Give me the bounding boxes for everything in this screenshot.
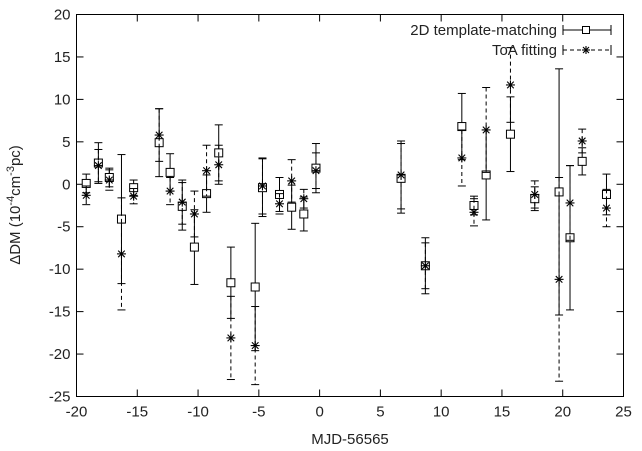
x-tick-label: 10 xyxy=(433,404,450,421)
y-tick-label: 20 xyxy=(54,7,71,24)
data-point-star xyxy=(165,186,175,196)
data-point-star xyxy=(469,207,479,217)
data-point-square xyxy=(250,282,260,292)
y-tick-label: -15 xyxy=(49,304,71,321)
data-point-star xyxy=(299,194,309,204)
data-point-star xyxy=(257,181,267,191)
data-point-square xyxy=(505,129,515,139)
error-bar xyxy=(155,108,164,162)
error-bar xyxy=(602,188,611,228)
data-point-star xyxy=(93,161,103,171)
data-point-star xyxy=(420,261,430,271)
data-point-star xyxy=(226,333,236,343)
legend-label-toa-fitting: ToA fitting xyxy=(492,42,557,59)
error-bar xyxy=(578,128,587,154)
x-tick-label: -5 xyxy=(252,404,265,421)
data-point-star xyxy=(189,209,199,219)
error-bar xyxy=(397,140,406,210)
x-tick-label: 25 xyxy=(615,404,632,421)
data-point-star xyxy=(554,274,564,284)
y-tick-label: 10 xyxy=(54,91,71,108)
x-tick-label: 15 xyxy=(494,404,511,421)
data-point-star xyxy=(530,189,540,199)
x-tick-label: -10 xyxy=(187,404,209,421)
legend: 2D template-matching ToA fitting xyxy=(410,22,612,59)
error-bar xyxy=(214,144,223,185)
data-point-star xyxy=(214,160,224,170)
legend-label-template-matching: 2D template-matching xyxy=(410,22,557,39)
axis-ticks: -20 -15 -10 -5 0 5 10 15 20 25-25-20-15-10-505101… xyxy=(49,7,632,421)
data-point-star xyxy=(577,136,587,146)
x-axis-label: MJD-56565 xyxy=(311,431,389,448)
data-point-star xyxy=(396,170,406,180)
x-tick-label: -20 xyxy=(66,404,88,421)
error-bar xyxy=(166,176,175,206)
y-tick-label: -10 xyxy=(49,261,71,278)
data-point-star xyxy=(129,191,139,201)
x-tick-label: 0 xyxy=(315,404,323,421)
data-point-square xyxy=(457,122,467,132)
data-point-square xyxy=(189,242,199,252)
data-point-star xyxy=(177,197,187,207)
data-point-square xyxy=(299,209,309,219)
data-point-star xyxy=(311,166,321,176)
data-point-star xyxy=(287,176,297,186)
data-point-square xyxy=(287,202,297,212)
legend-square-marker xyxy=(582,26,590,34)
data-point-square xyxy=(165,167,175,177)
data-point-star xyxy=(104,175,114,185)
y-tick-label: -25 xyxy=(49,389,71,406)
data-point-star xyxy=(202,166,212,176)
y-tick-label: 0 xyxy=(62,176,70,193)
error-bar xyxy=(202,144,211,197)
data-point-star xyxy=(601,203,611,213)
series-toa-fitting xyxy=(81,47,611,386)
x-tick-label: -15 xyxy=(126,404,148,421)
series-template-matching xyxy=(81,68,611,352)
data-point-square xyxy=(481,170,491,180)
legend-star-marker xyxy=(582,46,590,54)
data-point-star xyxy=(274,199,284,209)
data-point-star xyxy=(565,198,575,208)
data-point-star xyxy=(505,80,515,90)
error-bar xyxy=(226,295,235,381)
y-tick-label: -5 xyxy=(57,219,70,236)
data-point-star xyxy=(81,190,91,200)
error-bar xyxy=(469,198,478,227)
data-point-square xyxy=(577,156,587,166)
y-axis-label: ΔDM (10-4cm-3pc) xyxy=(5,145,24,265)
data-point-star xyxy=(250,341,260,351)
series-layer xyxy=(81,47,611,386)
y-tick-label: -20 xyxy=(49,346,71,363)
data-point-star xyxy=(457,153,467,163)
data-point-star xyxy=(481,125,491,135)
y-tick-label: 5 xyxy=(62,134,70,151)
plot-frame xyxy=(76,14,624,397)
x-tick-label: 20 xyxy=(554,404,571,421)
x-tick-label: 5 xyxy=(376,404,384,421)
data-point-square xyxy=(226,278,236,288)
data-point-star xyxy=(154,130,164,140)
error-bar xyxy=(530,180,539,209)
y-tick-label: 15 xyxy=(54,49,71,66)
error-bar xyxy=(251,306,260,386)
data-point-star xyxy=(116,249,126,259)
